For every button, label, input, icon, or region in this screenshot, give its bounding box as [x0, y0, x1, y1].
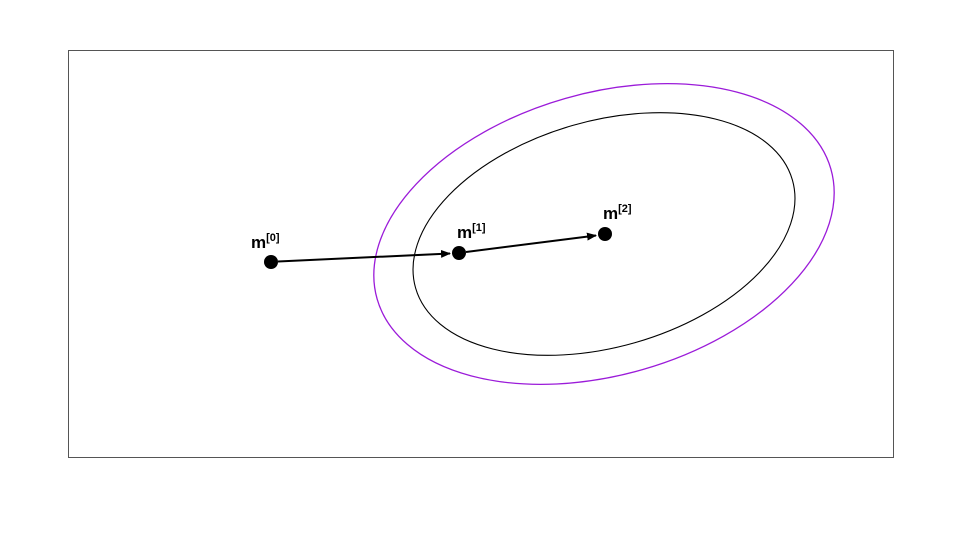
point-m2 [598, 227, 612, 241]
label-m1-sup: [1] [472, 222, 486, 234]
label-m0-base: m [251, 233, 266, 252]
label-m2-sup: [2] [618, 203, 632, 215]
outer-contour-ellipse [373, 83, 835, 385]
label-m0-sup: [0] [266, 232, 280, 244]
point-m0 [264, 255, 278, 269]
label-m1: m[1] [457, 222, 486, 242]
label-m1-base: m [457, 223, 472, 242]
arrow-m1-to-m2 [465, 232, 597, 253]
label-m2-base: m [603, 204, 618, 223]
point-m1 [452, 246, 466, 260]
arrow-m0-to-m1 [277, 249, 451, 263]
label-m0: m[0] [251, 232, 280, 252]
inner-contour-ellipse [412, 112, 796, 356]
plot-frame [68, 50, 894, 458]
label-m2: m[2] [603, 203, 632, 223]
